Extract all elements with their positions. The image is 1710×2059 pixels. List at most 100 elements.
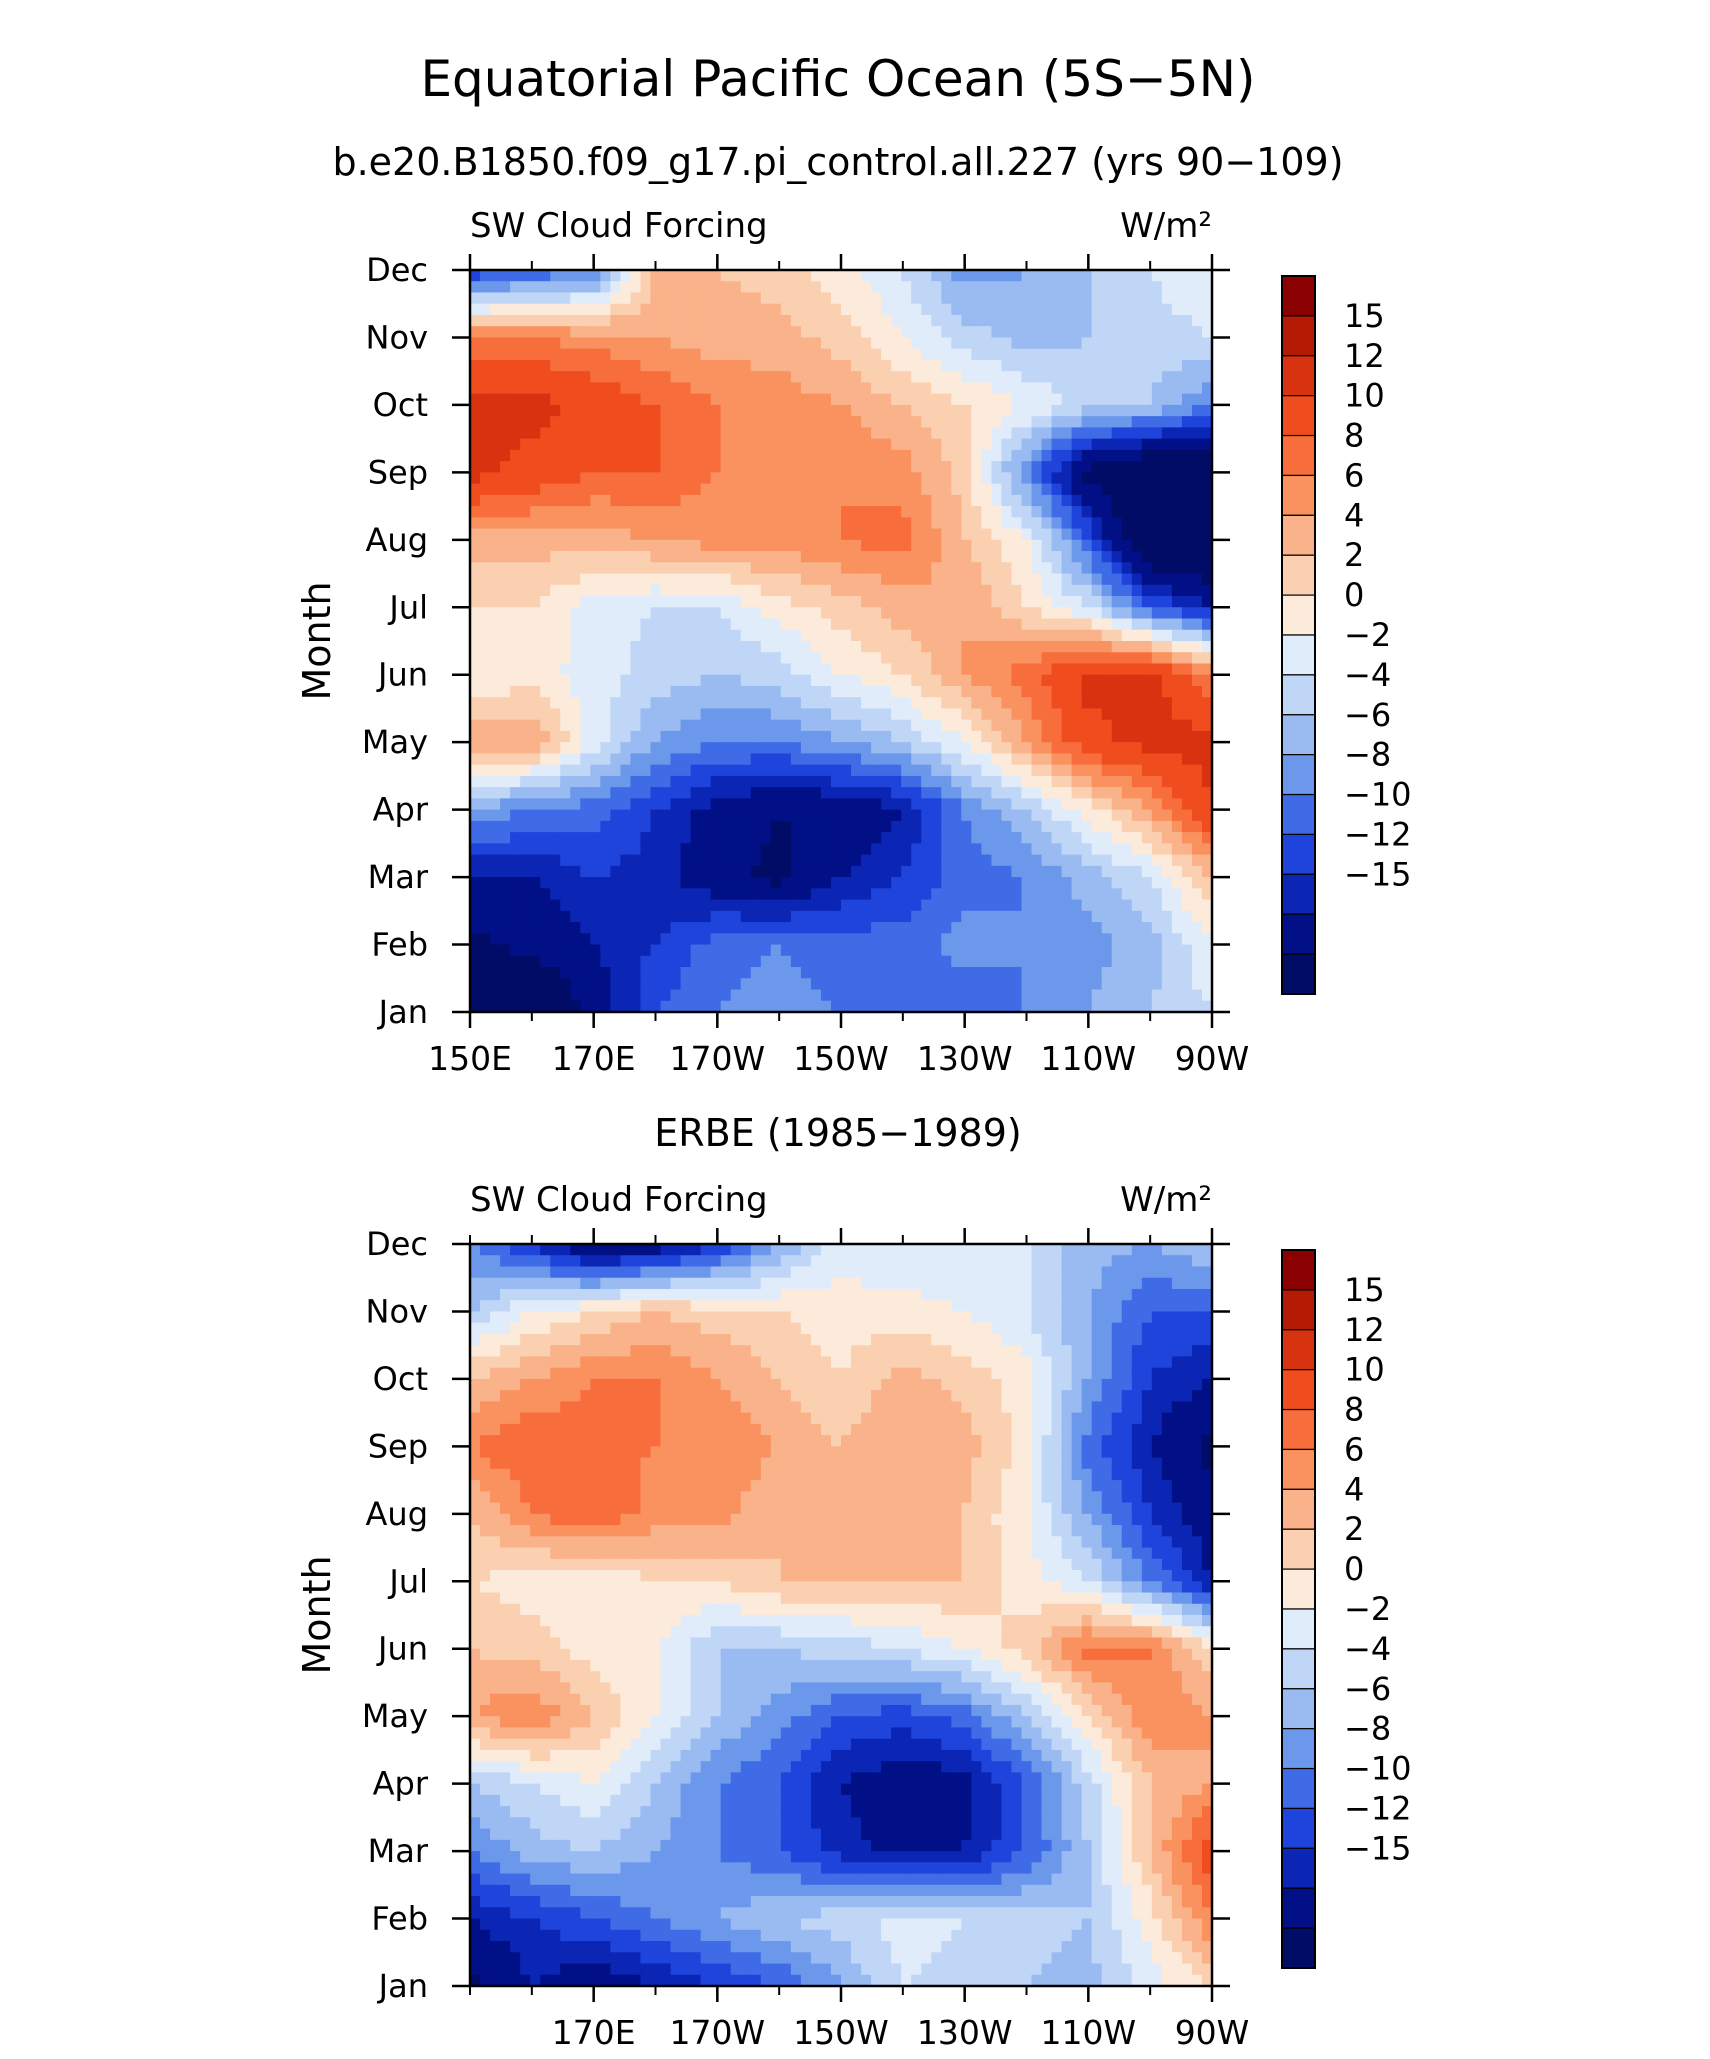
heatmap-cell bbox=[1141, 539, 1153, 552]
heatmap-cell bbox=[610, 944, 622, 957]
heatmap-cell bbox=[590, 865, 601, 878]
heatmap-cell bbox=[1031, 281, 1043, 294]
heatmap-cell bbox=[971, 652, 982, 665]
heatmap-cell bbox=[550, 270, 561, 282]
heatmap-cell bbox=[550, 742, 561, 755]
heatmap-cell bbox=[790, 618, 802, 631]
heatmap-cell bbox=[700, 382, 712, 395]
heatmap-cell bbox=[760, 809, 772, 822]
heatmap-cell bbox=[640, 270, 652, 282]
heatmap-cell bbox=[630, 382, 642, 395]
heatmap-cell bbox=[650, 292, 662, 305]
heatmap-cell bbox=[881, 775, 892, 788]
heatmap-cell bbox=[1171, 742, 1183, 755]
heatmap-cell bbox=[790, 910, 802, 923]
heatmap-cell bbox=[720, 933, 732, 946]
heatmap-cell bbox=[790, 865, 802, 878]
heatmap-cell bbox=[590, 584, 601, 597]
heatmap-cell bbox=[510, 314, 521, 327]
heatmap-cell bbox=[1111, 854, 1123, 867]
heatmap-cell bbox=[520, 438, 531, 451]
heatmap-cell bbox=[1011, 472, 1023, 485]
heatmap-cell bbox=[690, 393, 702, 406]
heatmap-cell bbox=[740, 449, 752, 462]
heatmap-cell bbox=[1141, 472, 1153, 485]
heatmap-cell bbox=[1131, 303, 1143, 316]
heatmap-cell bbox=[1001, 607, 1013, 620]
heatmap-cell bbox=[871, 697, 882, 710]
heatmap-cell bbox=[490, 416, 501, 428]
heatmap-cell bbox=[540, 618, 551, 631]
heatmap-cell bbox=[1201, 629, 1213, 642]
heatmap-cell bbox=[1071, 359, 1083, 372]
heatmap-cell bbox=[670, 517, 682, 530]
heatmap-cell bbox=[600, 989, 611, 1002]
heatmap-cell bbox=[881, 270, 892, 282]
heatmap-cell bbox=[881, 989, 892, 1002]
heatmap-cell bbox=[490, 663, 501, 676]
heatmap-cell bbox=[510, 607, 521, 620]
heatmap-cell bbox=[490, 967, 501, 979]
heatmap-cell bbox=[670, 393, 682, 406]
heatmap-cell bbox=[620, 877, 632, 889]
heatmap-cell bbox=[1161, 573, 1173, 586]
heatmap-cell bbox=[650, 314, 662, 327]
heatmap-cell bbox=[1101, 314, 1113, 327]
heatmap-cell bbox=[1111, 427, 1123, 440]
heatmap-cell bbox=[861, 719, 872, 732]
heatmap-cell bbox=[1151, 314, 1163, 327]
heatmap-cell bbox=[941, 820, 952, 833]
heatmap-cell bbox=[800, 888, 812, 901]
heatmap-cell bbox=[830, 809, 842, 822]
heatmap-cell bbox=[1111, 449, 1123, 462]
heatmap-cell bbox=[690, 663, 702, 676]
heatmap-cell bbox=[921, 809, 932, 822]
heatmap-cell bbox=[780, 517, 792, 530]
heatmap-cell bbox=[921, 910, 932, 923]
heatmap-cell bbox=[971, 843, 982, 856]
heatmap-cell bbox=[1201, 573, 1213, 586]
heatmap-cell bbox=[530, 359, 541, 372]
heatmap-cell bbox=[500, 551, 511, 563]
heatmap-cell bbox=[680, 449, 692, 462]
heatmap-cell bbox=[650, 472, 662, 485]
heatmap-cell bbox=[640, 618, 652, 631]
heatmap-cell bbox=[981, 528, 993, 541]
heatmap-cell bbox=[660, 404, 672, 417]
heatmap-cell bbox=[830, 933, 842, 946]
heatmap-cell bbox=[770, 910, 782, 923]
heatmap-cell bbox=[1011, 753, 1023, 766]
heatmap-cell bbox=[740, 506, 752, 518]
heatmap-cell bbox=[670, 697, 682, 710]
heatmap-cell bbox=[750, 438, 762, 451]
heatmap-cell bbox=[901, 877, 912, 889]
heatmap-cell bbox=[1011, 427, 1023, 440]
heatmap-cell bbox=[830, 742, 842, 755]
heatmap-cell bbox=[1041, 584, 1053, 597]
heatmap-cell bbox=[1101, 663, 1113, 676]
heatmap-cell bbox=[710, 371, 722, 384]
heatmap-cell bbox=[881, 663, 892, 676]
heatmap-cell bbox=[680, 427, 692, 440]
heatmap-cell bbox=[1061, 270, 1073, 282]
heatmap-cell bbox=[1081, 967, 1093, 979]
heatmap-cell bbox=[931, 404, 942, 417]
heatmap-cell bbox=[1201, 764, 1213, 777]
heatmap-cell bbox=[490, 652, 501, 665]
heatmap-cell bbox=[1151, 371, 1163, 384]
heatmap-cell bbox=[480, 292, 491, 305]
heatmap-cell bbox=[1171, 652, 1183, 665]
heatmap-cell bbox=[700, 461, 712, 473]
heatmap-cell bbox=[901, 641, 912, 653]
heatmap-cell bbox=[991, 674, 1003, 687]
heatmap-cell bbox=[720, 753, 732, 766]
heatmap-cell bbox=[500, 989, 511, 1002]
heatmap-cell bbox=[480, 438, 491, 451]
heatmap-cell bbox=[861, 314, 872, 327]
heatmap-cell bbox=[901, 506, 912, 518]
heatmap-cell bbox=[1051, 427, 1063, 440]
heatmap-cell bbox=[911, 371, 922, 384]
heatmap-cell bbox=[951, 989, 962, 1002]
heatmap-cell bbox=[1081, 438, 1093, 451]
heatmap-cell bbox=[891, 404, 902, 417]
